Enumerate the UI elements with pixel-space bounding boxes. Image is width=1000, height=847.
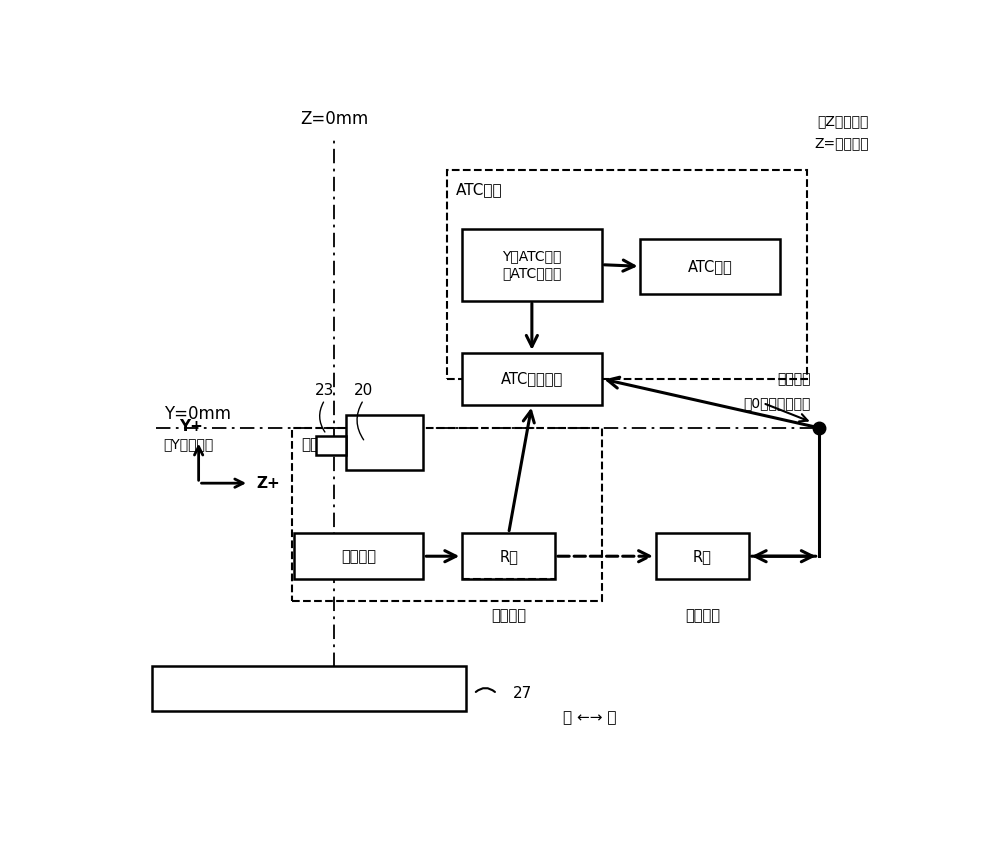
Bar — [656, 534, 749, 579]
Text: 20: 20 — [354, 384, 373, 398]
Text: ATC原点: ATC原点 — [688, 259, 732, 274]
Text: ATC准备位置: ATC准备位置 — [501, 371, 563, 386]
Text: 当前位置: 当前位置 — [341, 549, 376, 564]
Text: Z=0mm: Z=0mm — [300, 110, 368, 128]
Text: Y轴ATC原点
（ATC位置）: Y轴ATC原点 （ATC位置） — [502, 250, 562, 280]
Text: 23: 23 — [315, 384, 335, 398]
Text: 第一路径: 第一路径 — [491, 608, 526, 623]
Bar — [292, 428, 602, 601]
Text: ATC区域: ATC区域 — [456, 182, 503, 197]
Text: Z=原点尺寸: Z=原点尺寸 — [814, 136, 869, 151]
Text: Z+: Z+ — [257, 476, 280, 490]
Bar — [294, 534, 423, 579]
Text: （Y轴原点）: （Y轴原点） — [164, 438, 214, 451]
Bar — [462, 229, 602, 301]
Text: 机械原点: 机械原点 — [777, 372, 811, 386]
Text: Y+: Y+ — [179, 419, 203, 435]
Text: 前 ←→ 后: 前 ←→ 后 — [563, 711, 617, 726]
Text: Y=0mm: Y=0mm — [164, 405, 231, 423]
Text: 加工区域: 加工区域 — [301, 438, 337, 452]
Bar — [462, 352, 602, 405]
Bar — [447, 170, 807, 379]
Bar — [346, 415, 423, 470]
Bar — [152, 666, 466, 711]
Text: （Z轴原点）: （Z轴原点） — [818, 113, 869, 128]
Bar — [640, 239, 780, 294]
Text: 27: 27 — [512, 686, 532, 701]
Bar — [316, 435, 346, 455]
Text: （0、原点尺寸）: （0、原点尺寸） — [744, 396, 811, 410]
Text: R点: R点 — [693, 549, 712, 564]
Text: 第二路径: 第二路径 — [685, 608, 720, 623]
Text: R点: R点 — [499, 549, 518, 564]
Bar — [462, 534, 555, 579]
